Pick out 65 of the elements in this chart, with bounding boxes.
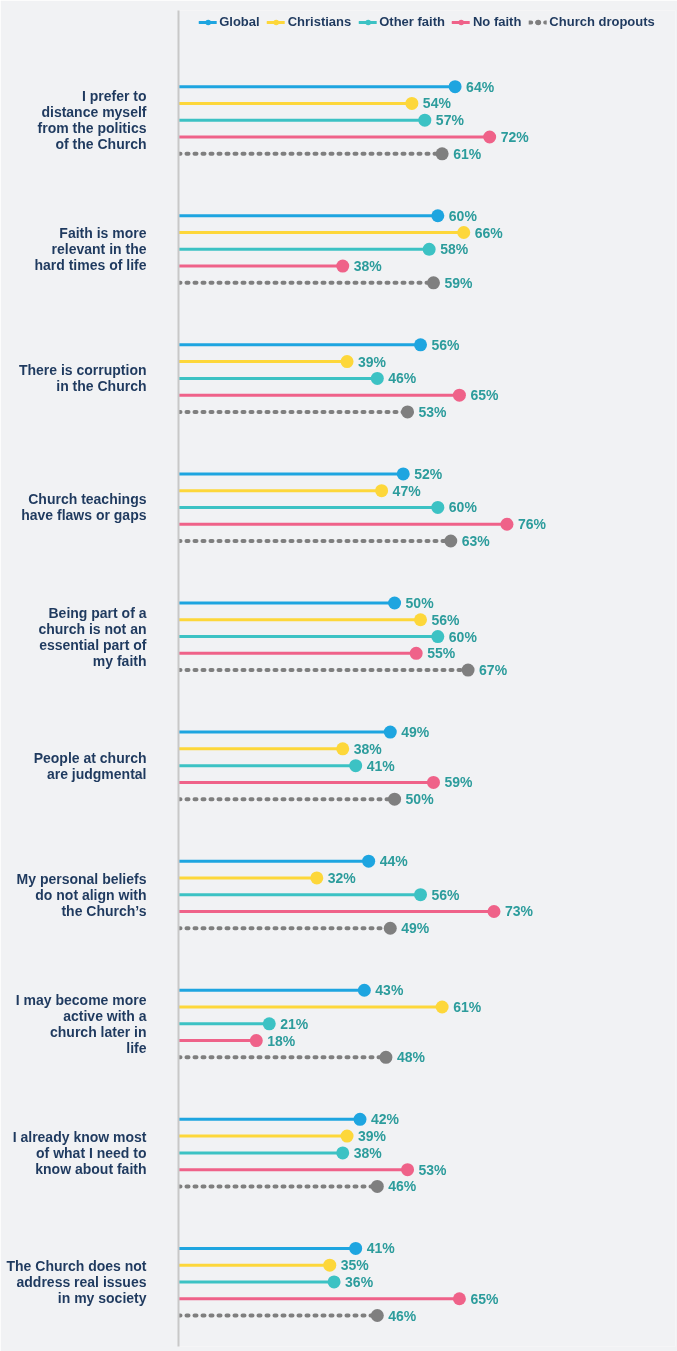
data-label: 39%	[358, 1128, 387, 1145]
data-label: 18%	[267, 1032, 296, 1049]
data-label: 56%	[431, 336, 461, 353]
y-tick-label: The Church does not address real issues in my society	[6, 1257, 147, 1306]
y-tick-label: People at church are judgmental	[33, 749, 147, 782]
data-label: 52%	[414, 465, 443, 482]
data-label: 46%	[388, 1307, 417, 1324]
data-label: 64%	[466, 78, 495, 95]
data-label: 59%	[444, 774, 474, 791]
legend-label: Global	[219, 14, 260, 29]
y-tick-label: There is corruption in the Church	[18, 362, 147, 395]
data-label: 65%	[470, 1290, 499, 1307]
data-label: 38%	[353, 740, 383, 757]
data-label: 60%	[448, 628, 478, 645]
y-tick-label: My personal beliefs do not align with the Church’s	[16, 870, 147, 919]
legend-label: Church dropouts	[549, 14, 655, 29]
y-tick-label: I may become more active with a church later in life	[15, 991, 147, 1056]
data-label: 60%	[448, 207, 478, 224]
data-label: 67%	[479, 662, 508, 679]
data-label: 56%	[431, 886, 461, 903]
data-label: 43%	[375, 982, 404, 999]
legend-label: No faith	[472, 14, 522, 29]
data-label: 53%	[418, 403, 448, 420]
data-label: 41%	[366, 757, 396, 774]
data-label: 21%	[280, 1015, 309, 1032]
data-label: 35%	[340, 1257, 370, 1274]
data-label: 72%	[500, 129, 530, 145]
data-label: 48%	[396, 1049, 426, 1066]
data-label: 50%	[405, 594, 435, 611]
y-tick-label: I already know most of what I need to know about faith	[12, 1128, 147, 1177]
data-label: 41%	[366, 1240, 396, 1257]
data-label: 57%	[435, 112, 465, 129]
data-label: 32%	[327, 869, 357, 886]
data-label: 53%	[418, 1161, 448, 1178]
y-tick-label: Being part of a church is not an essential part of my faith	[38, 604, 147, 669]
data-label: 65%	[470, 387, 499, 404]
data-label: 66%	[474, 224, 504, 241]
data-label: 42%	[371, 1111, 400, 1128]
data-label: 60%	[448, 499, 478, 516]
y-tick-label: Church teachings have flaws or gaps	[21, 491, 147, 524]
data-label: 47%	[392, 482, 422, 499]
data-label: 46%	[388, 370, 417, 387]
legend-label: Christians	[287, 14, 352, 29]
data-label: 54%	[422, 95, 452, 112]
data-label: 58%	[440, 241, 469, 258]
data-label: 55%	[427, 645, 456, 662]
data-label: 76%	[517, 516, 547, 533]
y-tick-label: I prefer to distance myself from the politics of the Church	[37, 88, 147, 153]
y-tick-label: Faith is more relevant in the hard times of life	[34, 225, 147, 274]
data-label: 61%	[453, 999, 482, 1016]
data-label: 56%	[431, 611, 461, 628]
data-label: 50%	[405, 791, 435, 808]
data-label: 73%	[504, 903, 534, 920]
data-label: 44%	[379, 853, 409, 870]
data-label: 49%	[401, 724, 430, 741]
data-label: 38%	[353, 1144, 383, 1161]
data-label: 36%	[345, 1273, 374, 1290]
data-label: 59%	[444, 274, 474, 291]
data-label: 63%	[461, 533, 491, 550]
data-label: 38%	[353, 258, 383, 275]
data-label: 46%	[388, 1178, 417, 1195]
data-label: 61%	[453, 145, 482, 162]
data-label: 49%	[401, 920, 430, 937]
legend-label: Other faith	[379, 14, 445, 29]
data-label: 39%	[358, 353, 387, 370]
